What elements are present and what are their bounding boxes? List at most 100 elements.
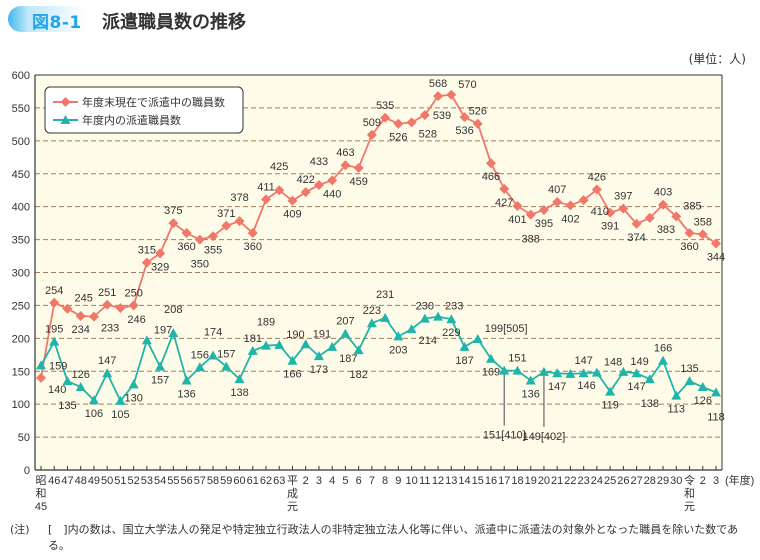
data-label: 118 <box>707 411 725 423</box>
data-label: 231 <box>376 289 394 301</box>
x-tick-label-line: 22 <box>564 475 576 487</box>
data-label: 197 <box>154 324 172 336</box>
x-tick-label: 48 <box>75 475 87 487</box>
data-label: 233 <box>445 301 463 313</box>
data-point-diamond <box>102 299 113 310</box>
y-tick-label: 600 <box>12 70 30 82</box>
data-point-diamond <box>697 229 708 240</box>
x-tick-label-line: 25 <box>604 475 616 487</box>
data-point-triangle <box>155 361 166 371</box>
y-tick-label: 50 <box>18 432 30 444</box>
data-label: 407 <box>548 184 566 196</box>
data-label: 195 <box>45 324 63 336</box>
data-label: 440 <box>323 188 341 200</box>
x-tick-label: 52 <box>128 475 140 487</box>
data-point-diamond <box>234 216 245 227</box>
x-tick-label: 21 <box>551 475 563 487</box>
data-point-triangle <box>181 375 192 385</box>
data-point-diamond <box>538 204 549 215</box>
data-label: 509 <box>363 117 381 129</box>
x-tick-label-line: 58 <box>207 475 219 487</box>
x-tick-label-line: 和 <box>36 487 47 500</box>
data-point-diamond <box>313 179 324 190</box>
x-tick-label: 58 <box>207 475 219 487</box>
x-tick-label: 54 <box>154 475 166 487</box>
x-tick-label: 17 <box>498 475 510 487</box>
footnote-label: (注) <box>10 523 30 536</box>
data-point-diamond <box>658 199 669 210</box>
data-label: 130 <box>124 392 142 404</box>
data-label: 140 <box>48 384 66 396</box>
data-label: 374 <box>627 232 645 244</box>
data-point-triangle <box>300 339 311 349</box>
data-label: 146 <box>577 380 595 392</box>
x-tick-label-line: 6 <box>356 475 362 487</box>
data-point-diamond <box>446 89 457 100</box>
data-label: 182 <box>349 369 367 381</box>
data-label: 190 <box>286 329 304 341</box>
data-label: 207 <box>336 316 354 328</box>
data-point-triangle <box>141 335 152 345</box>
data-label: 378 <box>230 192 248 204</box>
data-label: 426 <box>588 172 606 184</box>
data-point-diamond <box>525 209 536 220</box>
x-tick-label-line: 和 <box>684 487 695 500</box>
x-tick-label-line: 15 <box>472 475 484 487</box>
data-point-diamond <box>380 112 391 123</box>
data-label: 113 <box>668 404 686 416</box>
data-label: 383 <box>657 224 675 236</box>
data-point-diamond <box>300 187 311 198</box>
y-tick-label: 400 <box>12 202 30 214</box>
data-label: 173 <box>310 364 328 376</box>
data-point-triangle <box>208 350 219 360</box>
data-point-diamond <box>49 297 60 308</box>
x-tick-label-line: 46 <box>48 475 60 487</box>
plot-area <box>35 75 722 470</box>
x-tick-label-line: 49 <box>88 475 100 487</box>
data-point-diamond <box>36 372 46 383</box>
series-line-annual <box>40 315 717 403</box>
data-label: 203 <box>389 344 407 356</box>
data-label: 233 <box>101 323 119 335</box>
data-point-triangle <box>433 311 444 321</box>
data-point-diamond <box>366 129 377 140</box>
y-tick-label: 550 <box>12 103 30 115</box>
x-tick-label-line: 26 <box>617 475 629 487</box>
x-tick-label: 51 <box>114 475 126 487</box>
x-tick-label-line: 元 <box>684 501 695 513</box>
x-tick-label: 20 <box>538 475 550 487</box>
x-tick-label: 16 <box>485 475 497 487</box>
data-point-diamond <box>287 195 298 206</box>
x-tick-label: 59 <box>220 475 232 487</box>
data-label: 402 <box>561 213 579 225</box>
x-tick-label-line: 10 <box>405 475 417 487</box>
x-tick-label-line: 11 <box>419 475 430 487</box>
data-point-diamond <box>221 220 232 231</box>
data-label: 138 <box>230 387 248 399</box>
data-label: 568 <box>429 78 447 90</box>
data-point-diamond <box>393 118 404 129</box>
data-point-diamond <box>327 175 338 186</box>
x-tick-label-line: 18 <box>511 475 523 487</box>
data-label: 422 <box>297 174 315 186</box>
x-tick-label-line: 50 <box>101 475 113 487</box>
data-label: 375 <box>164 205 182 217</box>
x-tick-label-line: 60 <box>233 475 245 487</box>
data-label: 360 <box>177 241 195 253</box>
x-tick-label: 11 <box>419 475 430 487</box>
data-point-triangle <box>115 395 126 405</box>
data-label: 355 <box>204 244 222 256</box>
data-label: 360 <box>680 241 698 253</box>
x-tick-label: 25 <box>604 475 616 487</box>
data-point-triangle <box>644 374 655 384</box>
x-tick-label: 10 <box>405 475 417 487</box>
data-point-diamond <box>486 158 496 169</box>
data-label: 315 <box>138 245 156 257</box>
legend-label: 年度末現在で派遣中の職員数 <box>82 95 225 109</box>
data-point-triangle <box>393 331 404 341</box>
x-tick-label: 8 <box>382 475 388 487</box>
data-point-triangle <box>525 375 536 385</box>
data-point-diamond <box>578 195 589 206</box>
data-point-triangle <box>313 351 324 361</box>
data-label: 245 <box>74 293 92 305</box>
